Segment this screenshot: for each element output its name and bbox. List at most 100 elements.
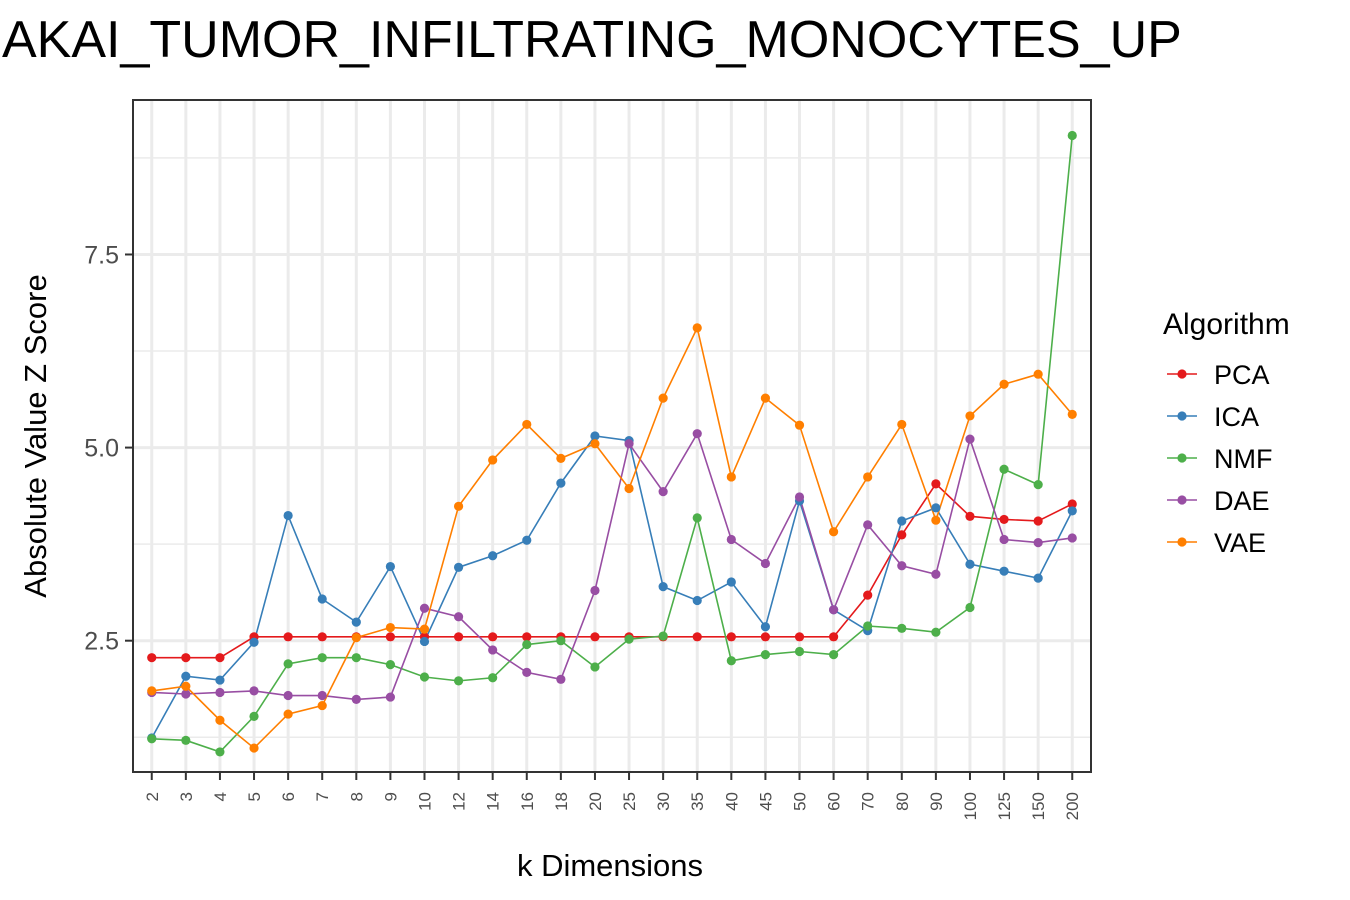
x-tick-label: 20 xyxy=(586,792,605,811)
data-point-vae xyxy=(181,681,191,691)
data-point-dae xyxy=(829,605,839,615)
data-point-nmf xyxy=(283,659,293,669)
data-point-ica xyxy=(351,617,361,627)
data-point-vae xyxy=(965,411,975,421)
data-point-dae xyxy=(760,558,771,569)
series-line-nmf xyxy=(151,135,1074,753)
data-point-nmf xyxy=(931,627,941,637)
data-point-dae xyxy=(351,694,361,704)
data-point-pca xyxy=(453,632,464,642)
data-point-nmf xyxy=(760,649,771,660)
data-point-ica xyxy=(181,671,191,681)
data-point-pca xyxy=(931,479,941,489)
data-point-pca xyxy=(965,511,975,521)
x-tick-label: 150 xyxy=(1029,792,1048,820)
data-point-vae xyxy=(283,709,293,719)
y-axis: 2.5 5.0 7.5 xyxy=(84,241,133,656)
y-tick-label: 2.5 xyxy=(84,628,119,656)
data-point-nmf xyxy=(794,646,805,657)
data-point-dae xyxy=(556,674,566,684)
data-point-ica xyxy=(897,516,907,526)
data-point-dae xyxy=(488,645,498,655)
data-point-pca xyxy=(760,632,771,642)
x-tick-label: 50 xyxy=(791,792,810,811)
x-tick-label: 60 xyxy=(825,792,844,811)
data-point-nmf xyxy=(965,602,975,613)
data-point-nmf xyxy=(863,621,873,631)
data-point-pca xyxy=(1033,516,1043,526)
data-point-nmf xyxy=(249,711,259,721)
data-point-dae xyxy=(590,585,600,596)
x-tick-label: 16 xyxy=(518,792,537,811)
data-point-nmf xyxy=(1067,130,1077,141)
x-tick-label: 25 xyxy=(620,792,639,811)
data-point-ica xyxy=(453,562,464,572)
grid xyxy=(133,100,1091,772)
data-point-nmf xyxy=(1033,480,1043,490)
data-point-pca xyxy=(488,632,498,642)
x-tick-label: 200 xyxy=(1063,792,1082,820)
x-tick-label: 14 xyxy=(484,792,503,811)
data-point-dae xyxy=(385,692,395,702)
data-point-nmf xyxy=(419,672,430,682)
data-point-vae xyxy=(863,472,873,482)
data-point-vae xyxy=(658,393,668,403)
x-tick-label: 70 xyxy=(859,792,878,811)
data-point-nmf xyxy=(488,673,498,683)
data-point-pca xyxy=(794,632,805,642)
x-tick-label: 45 xyxy=(756,792,775,811)
data-point-nmf xyxy=(453,676,464,686)
data-point-nmf xyxy=(999,464,1009,474)
data-point-ica xyxy=(556,478,566,488)
legend-label-ica: ICA xyxy=(1214,402,1259,432)
x-tick-label: 10 xyxy=(415,792,434,811)
data-point-pca xyxy=(147,653,157,663)
data-point-vae xyxy=(999,379,1009,389)
x-tick-label: 30 xyxy=(654,792,673,811)
series-lines xyxy=(151,135,1074,753)
x-tick-label: 35 xyxy=(688,792,707,811)
data-point-dae xyxy=(931,569,941,579)
data-point-vae xyxy=(726,472,736,482)
series-line-vae xyxy=(151,325,1073,750)
data-point-dae xyxy=(453,612,464,622)
data-point-vae xyxy=(249,743,259,753)
data-point-vae xyxy=(317,700,327,711)
x-tick-label: 9 xyxy=(381,792,400,801)
x-tick-label: 90 xyxy=(927,792,946,811)
data-point-nmf xyxy=(624,634,634,644)
data-point-dae xyxy=(181,689,191,699)
data-point-dae xyxy=(215,687,225,698)
data-point-pca xyxy=(215,653,225,663)
data-point-dae xyxy=(1067,533,1077,543)
data-point-ica xyxy=(1033,573,1043,583)
data-point-ica xyxy=(317,594,327,604)
data-point-nmf xyxy=(897,623,907,633)
data-point-vae xyxy=(1033,369,1043,379)
x-tick-label: 18 xyxy=(552,792,571,811)
data-point-vae xyxy=(624,483,634,494)
data-point-vae xyxy=(897,419,907,430)
data-point-dae xyxy=(249,686,259,696)
data-point-nmf xyxy=(351,653,361,663)
data-point-nmf xyxy=(385,660,395,670)
data-point-dae xyxy=(726,534,736,545)
data-point-dae xyxy=(692,429,702,439)
data-point-ica xyxy=(1067,506,1077,516)
data-point-ica xyxy=(488,551,498,561)
data-point-dae xyxy=(624,439,634,449)
data-point-pca xyxy=(829,632,839,642)
data-point-nmf xyxy=(726,656,736,666)
data-point-pca xyxy=(726,632,736,642)
data-point-ica xyxy=(726,577,736,587)
data-point-ica xyxy=(760,622,771,632)
data-point-ica xyxy=(590,431,600,441)
x-tick-label: 5 xyxy=(245,792,264,801)
data-point-dae xyxy=(317,690,327,701)
data-point-vae xyxy=(215,715,225,725)
series-points xyxy=(147,130,1077,757)
data-point-dae xyxy=(419,603,430,613)
legend-label-dae: DAE xyxy=(1214,486,1270,516)
data-point-ica xyxy=(692,595,702,606)
legend-key-point-dae xyxy=(1177,495,1187,505)
